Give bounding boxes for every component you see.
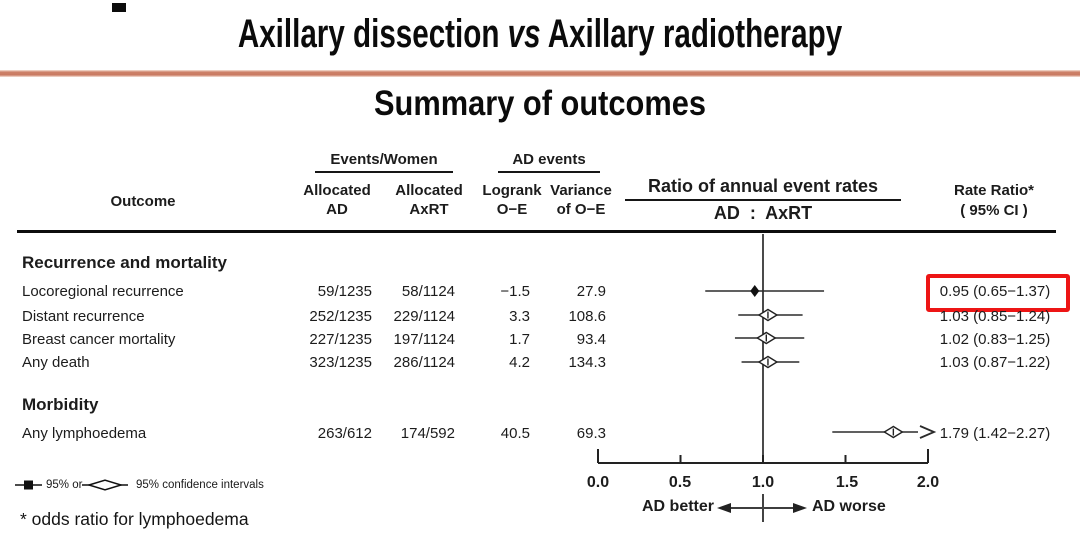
logrank-line2: O−E (496, 201, 528, 218)
logrank-oe-cell: 3.3 (509, 308, 530, 325)
logrank-oe-cell: −1.5 (500, 283, 530, 300)
outcome-label: Locoregional recurrence (22, 283, 184, 300)
axis-tick-label: 1.0 (751, 474, 775, 491)
slide-title-part1: Axillary dissection (237, 12, 508, 56)
chart-header-title: Ratio of annual event rates (647, 176, 879, 196)
col-header-rate-ratio: Rate Ratio* ( 95% CI ) (928, 181, 1060, 221)
logrank-oe-cell: 40.5 (500, 425, 530, 442)
events-ad-cell: 323/1235 (309, 354, 372, 371)
allocated-axrt-line2: AxRT (409, 201, 449, 218)
axis-right-label: AD worse (812, 498, 886, 515)
col-header-allocated-axrt: Allocated AxRT (379, 181, 479, 219)
events-ad-cell: 59/1235 (317, 283, 372, 300)
slide-title-vs: vs (507, 12, 541, 56)
footnote: * odds ratio for lymphoedema (20, 509, 249, 529)
allocated-axrt-line1: Allocated (395, 182, 463, 199)
slide-title: Axillary dissection vs Axillary radiothe… (140, 12, 939, 57)
axis-tick-label: 0.5 (668, 474, 692, 491)
section-title-morbidity: Morbidity (22, 395, 99, 414)
rate-ratio-cell: 1.02 (0.83−1.25) (939, 331, 1051, 348)
rate-ratio-cell: 1.03 (0.85−1.24) (939, 308, 1051, 325)
variance-cell: 134.3 (568, 354, 606, 371)
rate-ratio-line2: ( 95% CI ) (960, 202, 1028, 219)
chart-header-underline (625, 199, 901, 201)
col-header-outcome: Outcome (110, 193, 176, 210)
events-women-underline (315, 171, 453, 173)
chart-header-subtitle: AD : AxRT (713, 203, 813, 223)
ad-events-underline (498, 171, 600, 173)
logrank-oe-cell: 1.7 (509, 331, 530, 348)
events-axrt-cell: 58/1124 (401, 283, 455, 300)
slide-subtitle: Summary of outcomes (373, 84, 707, 123)
legend-diamond-text: 95% confidence intervals (136, 479, 264, 491)
highlight-box (926, 274, 1070, 312)
filled-square-marker-icon (24, 480, 33, 490)
header-rule (17, 230, 1056, 233)
variance-cell: 93.4 (576, 331, 606, 348)
outcome-label: Distant recurrence (22, 308, 145, 325)
col-group-events-women: Events/Women (330, 151, 438, 168)
variance-line2: of O−E (556, 201, 606, 218)
outcome-label: Any death (22, 354, 90, 371)
axis-tick-label: 2.0 (916, 474, 940, 491)
events-axrt-cell: 197/1124 (393, 331, 455, 348)
allocated-ad-line1: Allocated (303, 182, 371, 199)
legend-square-text: 95% or (46, 479, 83, 491)
col-header-allocated-ad: Allocated AD (287, 181, 387, 219)
events-axrt-cell: 174/592 (400, 425, 455, 442)
rate-ratio-cell: 1.03 (0.87−1.22) (939, 354, 1051, 371)
variance-cell: 69.3 (576, 425, 606, 442)
events-axrt-cell: 286/1124 (393, 354, 455, 371)
rate-ratio-line1: Rate Ratio* (953, 182, 1035, 199)
variance-cell: 108.6 (568, 308, 606, 325)
variance-cell: 27.9 (576, 283, 606, 300)
axis-tick-label: 1.5 (835, 474, 859, 491)
logrank-line1: Logrank (482, 182, 542, 199)
legend-diamond-svg (82, 479, 128, 491)
outcome-label: Breast cancer mortality (22, 331, 176, 348)
open-diamond-marker-icon (86, 479, 124, 491)
col-group-ad-events: AD events (512, 151, 586, 168)
col-header-variance: Variance of O−E (531, 181, 631, 219)
slide-title-part2: Axillary radiotherapy (540, 12, 843, 56)
section-title-recurrence: Recurrence and mortality (22, 253, 228, 272)
rate-ratio-cell: 1.79 (1.42−2.27) (939, 425, 1051, 442)
axis-tick-label: 0.0 (586, 474, 610, 491)
allocated-ad-line2: AD (326, 201, 348, 218)
events-ad-cell: 252/1235 (309, 308, 372, 325)
events-ad-cell: 263/612 (317, 425, 372, 442)
slide-edge-mark (112, 3, 126, 12)
events-axrt-cell: 229/1124 (393, 308, 455, 325)
outcome-label: Any lymphoedema (22, 425, 147, 442)
accent-divider (0, 70, 1080, 77)
variance-line1: Variance (550, 182, 612, 199)
events-ad-cell: 227/1235 (309, 331, 372, 348)
logrank-oe-cell: 4.2 (509, 354, 530, 371)
col-header-logrank: Logrank O−E (462, 181, 562, 219)
axis-left-label: AD better (641, 498, 714, 515)
rate-ratio-cell: 0.95 (0.65−1.37) (939, 283, 1051, 300)
